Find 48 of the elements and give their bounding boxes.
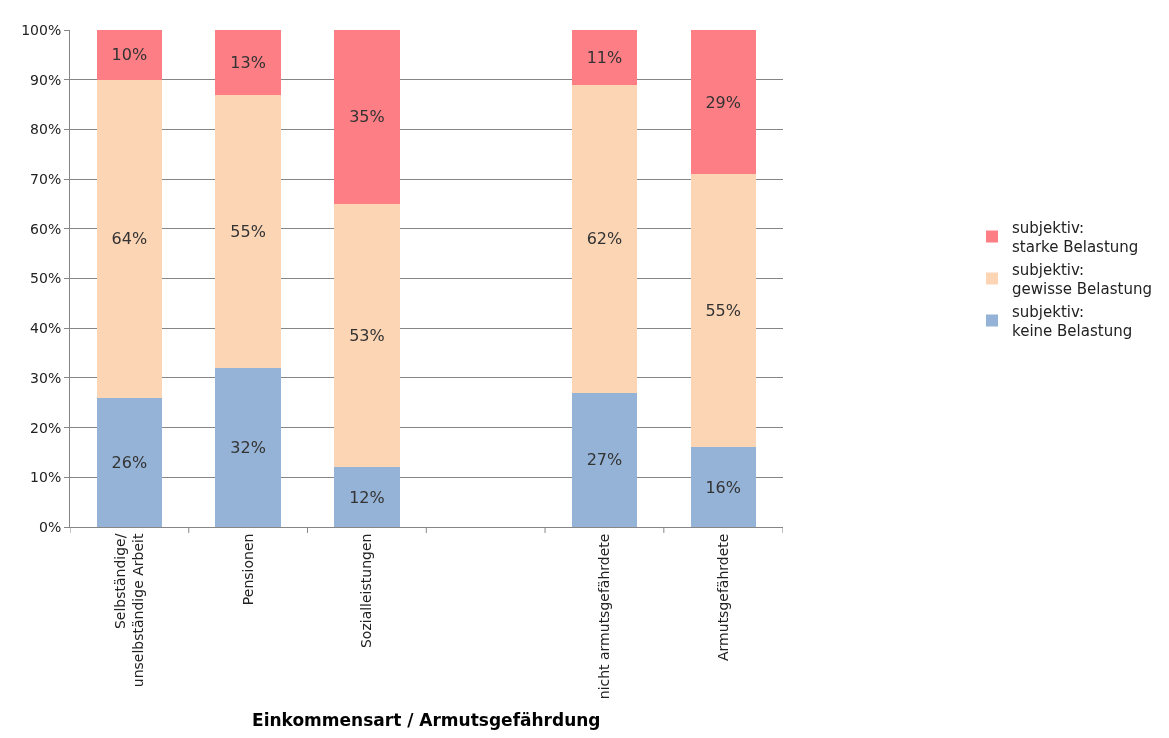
y-tick-label: 0% xyxy=(38,518,62,535)
data-label: 10% xyxy=(111,45,148,65)
data-label: 55% xyxy=(230,221,266,241)
bar xyxy=(334,203,400,468)
bar xyxy=(96,397,163,527)
bar xyxy=(334,467,400,527)
x-tick-label: Armutsgefährdete xyxy=(714,533,731,661)
y-tick-label: 80% xyxy=(30,121,62,138)
bar xyxy=(690,30,756,175)
bar xyxy=(571,30,638,85)
data-label: 62% xyxy=(586,229,623,249)
bar xyxy=(96,79,163,398)
y-tick-label: 50% xyxy=(30,270,62,287)
y-tick-label: 10% xyxy=(30,469,62,486)
data-label: 27% xyxy=(586,450,623,470)
data-label: 13% xyxy=(230,52,266,72)
y-tick-label: 70% xyxy=(30,171,62,187)
x-tick-label: Selbständige/ unselbständige Arbeit xyxy=(111,533,147,688)
bar xyxy=(571,392,638,527)
bar xyxy=(215,367,281,527)
y-tick-label: 40% xyxy=(30,320,62,337)
data-label: 64% xyxy=(111,229,148,249)
bar xyxy=(690,174,756,448)
bar xyxy=(690,447,756,527)
data-label: 12% xyxy=(349,487,385,507)
data-label: 11% xyxy=(586,47,623,67)
bar xyxy=(571,84,638,393)
bar xyxy=(215,30,281,95)
data-label: 35% xyxy=(349,107,385,127)
bar xyxy=(334,30,400,204)
data-label: 32% xyxy=(230,437,266,457)
x-tick-label: Sozialleistungen xyxy=(358,533,375,649)
bar xyxy=(96,30,163,80)
y-tick-label: 20% xyxy=(30,419,62,436)
y-tick-label: 60% xyxy=(30,220,62,237)
data-label: 29% xyxy=(705,92,741,112)
x-tick-label: nicht armutsgefährdete xyxy=(595,533,612,700)
data-label: 16% xyxy=(705,477,741,497)
data-label: 53% xyxy=(349,326,385,346)
y-tick-label: 90% xyxy=(30,71,62,88)
data-label: 26% xyxy=(111,452,148,472)
x-tick-label: Pensionen xyxy=(239,533,256,606)
legend-label: subjektiv: keine Belastung xyxy=(1012,302,1133,341)
bar xyxy=(215,94,281,368)
data-label: 55% xyxy=(705,301,741,321)
y-tick-label: 100% xyxy=(21,21,62,38)
y-tick-label: 30% xyxy=(30,369,62,386)
x-axis-title: Einkommensart / Armutsgefährdung xyxy=(252,709,601,730)
